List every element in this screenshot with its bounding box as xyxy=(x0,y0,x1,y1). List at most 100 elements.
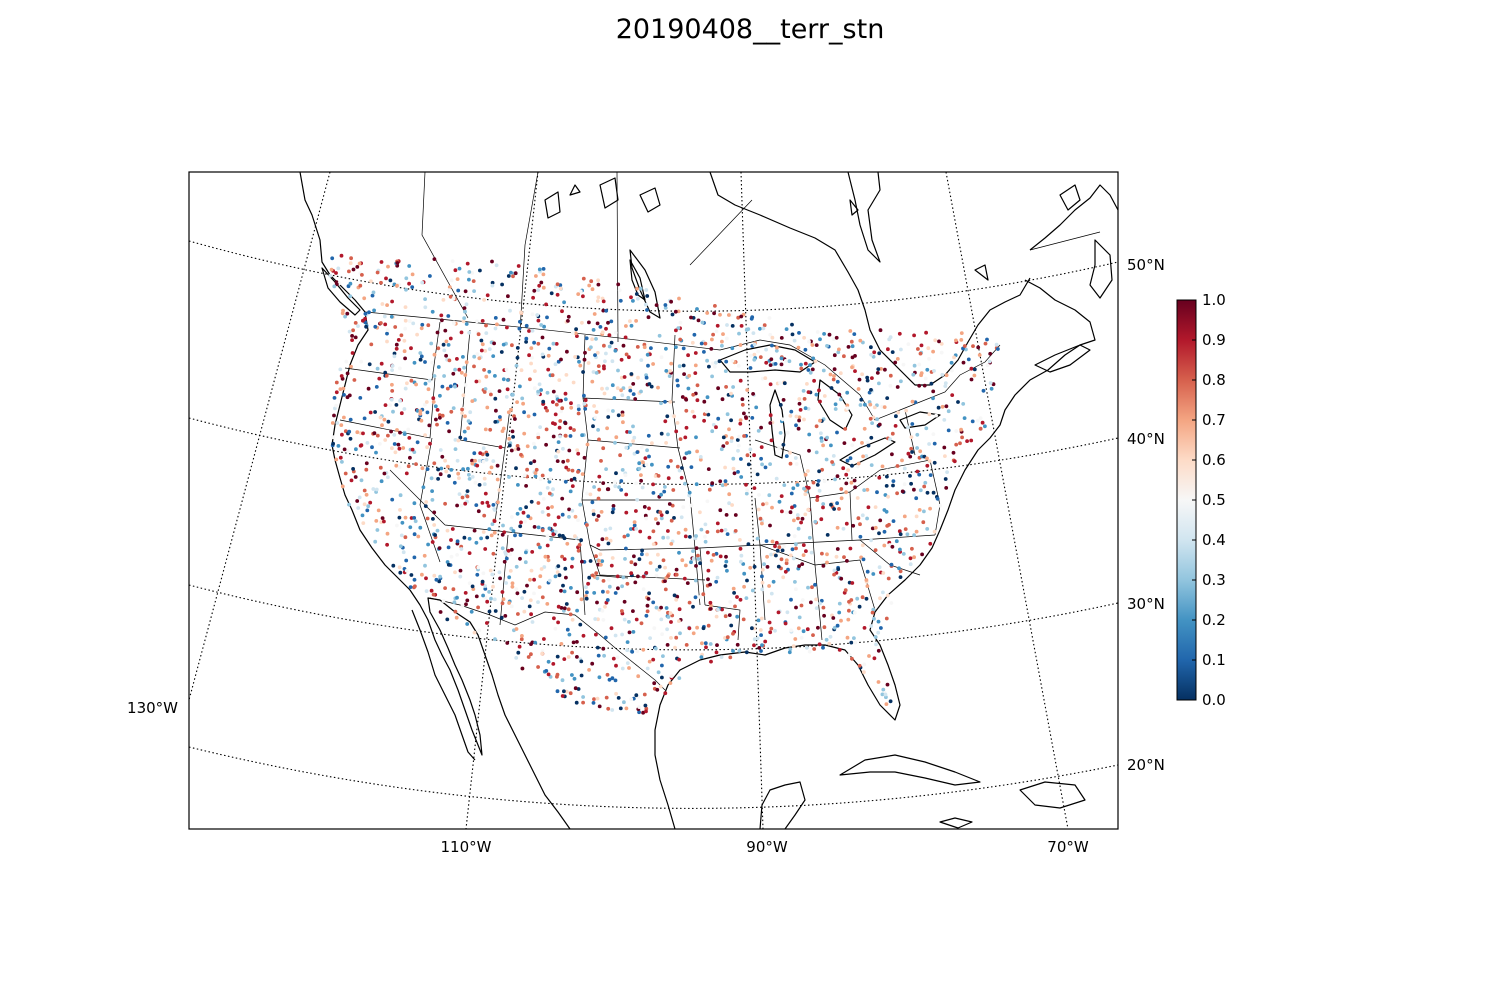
station-dot xyxy=(881,571,886,575)
station-dot xyxy=(806,469,810,473)
station-dot xyxy=(917,508,922,512)
station-dot xyxy=(758,628,763,632)
station-dot xyxy=(745,488,750,493)
station-dot xyxy=(644,462,649,467)
station-dot xyxy=(364,492,369,497)
station-dot xyxy=(740,402,745,407)
station-dot xyxy=(595,645,600,650)
station-dot xyxy=(430,540,435,544)
station-dot xyxy=(865,584,870,588)
station-dot xyxy=(752,352,757,357)
station-dot xyxy=(633,562,638,567)
station-dot xyxy=(924,426,929,431)
station-dot xyxy=(752,342,757,347)
station-dot xyxy=(654,605,659,610)
station-dot xyxy=(908,454,913,459)
station-dot xyxy=(591,509,596,513)
station-dot xyxy=(418,525,423,530)
station-dot xyxy=(803,512,808,517)
station-dot xyxy=(769,626,774,631)
station-dot xyxy=(837,610,842,615)
station-dot xyxy=(673,309,678,314)
station-dot xyxy=(938,503,943,508)
station-dot xyxy=(906,425,910,430)
station-dot xyxy=(394,346,399,351)
station-dot xyxy=(489,596,493,601)
station-dot xyxy=(551,434,556,439)
station-dot xyxy=(779,494,784,498)
station-dot xyxy=(432,523,437,527)
station-dot xyxy=(530,328,535,333)
station-dot xyxy=(581,276,586,281)
station-dot xyxy=(553,422,557,426)
station-dot xyxy=(582,357,587,362)
station-dot xyxy=(549,537,554,542)
station-dot xyxy=(663,485,667,489)
station-dot xyxy=(922,383,927,388)
station-dot xyxy=(493,326,498,331)
station-dot xyxy=(372,308,376,313)
station-dot xyxy=(646,597,651,601)
station-dot xyxy=(455,503,459,508)
station-dot xyxy=(890,431,895,436)
station-dot xyxy=(391,563,396,568)
station-dot xyxy=(556,515,561,520)
station-dot xyxy=(507,436,512,441)
station-dot xyxy=(442,374,446,378)
station-dot xyxy=(334,380,339,385)
station-dot xyxy=(560,496,565,501)
station-dot xyxy=(534,274,538,278)
station-dot xyxy=(857,377,862,382)
station-dot xyxy=(538,425,542,429)
station-dot xyxy=(592,591,597,595)
station-dot xyxy=(551,400,555,404)
station-dot xyxy=(691,631,696,636)
station-dot xyxy=(776,564,781,569)
station-dot xyxy=(516,447,521,451)
station-dot xyxy=(716,416,721,421)
station-dot xyxy=(579,673,584,678)
station-dot xyxy=(581,370,585,374)
station-dot xyxy=(737,331,741,336)
station-dot xyxy=(602,391,607,396)
station-dot xyxy=(366,504,371,509)
station-dot xyxy=(857,604,862,609)
station-dot xyxy=(687,490,692,495)
station-dot xyxy=(483,491,488,496)
station-dot xyxy=(583,350,587,355)
station-dot xyxy=(732,471,737,476)
station-dot xyxy=(545,390,550,395)
station-dot xyxy=(576,404,581,408)
station-dot xyxy=(631,630,636,634)
station-dot xyxy=(769,357,774,362)
station-dot xyxy=(570,484,575,488)
station-dot xyxy=(432,461,437,466)
station-dot xyxy=(733,604,737,609)
station-dot xyxy=(886,576,891,581)
station-dot xyxy=(340,432,344,437)
station-dot xyxy=(620,410,625,415)
station-dot xyxy=(777,499,782,504)
station-dot xyxy=(515,444,520,448)
station-dot xyxy=(428,441,432,446)
station-dot xyxy=(446,314,451,318)
station-dot xyxy=(347,329,352,334)
station-dot xyxy=(888,437,892,441)
station-dot xyxy=(500,546,505,551)
station-dot xyxy=(802,486,806,491)
station-dot xyxy=(875,371,880,375)
station-dot xyxy=(432,257,437,261)
station-dot xyxy=(382,417,387,422)
station-dot xyxy=(880,692,885,697)
station-dot xyxy=(665,414,670,419)
station-dot xyxy=(796,345,801,350)
station-dot xyxy=(402,349,407,354)
station-dot xyxy=(884,509,889,514)
station-dot xyxy=(742,434,746,438)
station-dot xyxy=(538,477,543,482)
station-dot xyxy=(601,589,605,594)
station-dot xyxy=(604,351,608,356)
station-dot xyxy=(535,313,540,317)
station-dot xyxy=(593,617,598,621)
station-dot xyxy=(902,466,907,471)
